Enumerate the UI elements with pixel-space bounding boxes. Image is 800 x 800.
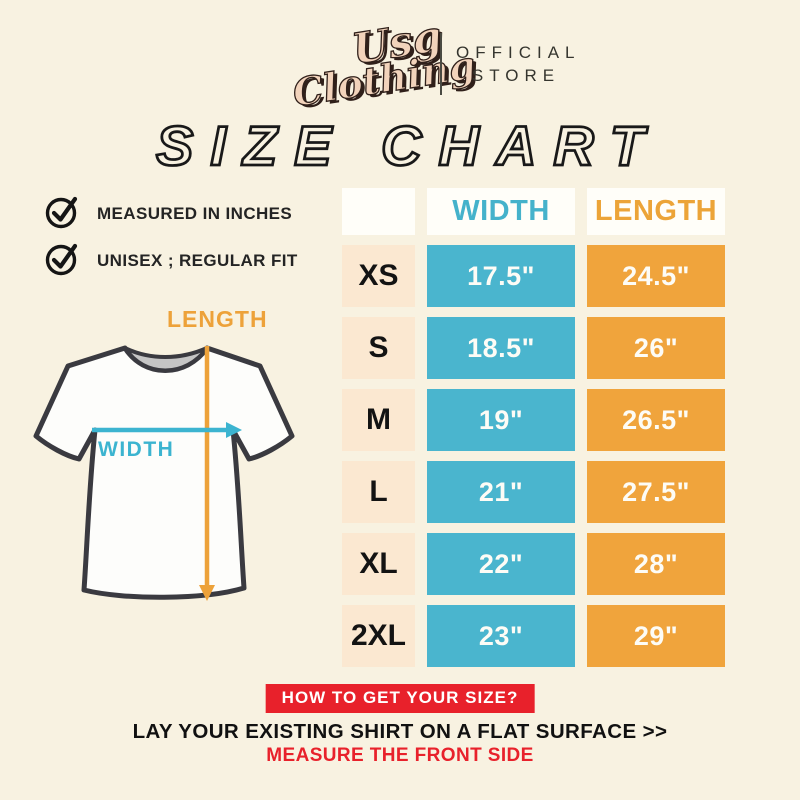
length-value-xl: 28" (587, 533, 725, 595)
size-label-2xl: 2XL (342, 605, 415, 667)
size-label-xs: XS (342, 245, 415, 307)
width-value-l: 21" (427, 461, 575, 523)
length-value-l: 27.5" (587, 461, 725, 523)
length-value-s: 26" (587, 317, 725, 379)
width-value-m: 19" (427, 389, 575, 451)
column-header-width: WIDTH (427, 188, 575, 235)
how-to-banner: HOW TO GET YOUR SIZE? (265, 684, 535, 713)
size-label-l: L (342, 461, 415, 523)
width-value-xl: 22" (427, 533, 575, 595)
check-icon (45, 196, 78, 229)
check-icon (45, 243, 78, 276)
official-store-line2: STORE (471, 66, 561, 85)
column-header-length: LENGTH (587, 188, 725, 235)
width-arrow (92, 422, 242, 438)
note-measured-in-inches: MEASURED IN INCHES (44, 194, 298, 230)
official-store-label: OFFICIAL STORE (456, 41, 576, 87)
width-value-s: 18.5" (427, 317, 575, 379)
notes-list: MEASURED IN INCHES UNISEX ; REGULAR FIT (44, 194, 298, 288)
width-value-xs: 17.5" (427, 245, 575, 307)
tshirt-illustration: WIDTH (33, 345, 295, 601)
width-label: WIDTH (98, 438, 174, 461)
brand-divider (440, 33, 442, 95)
instruction-line-1: LAY YOUR EXISTING SHIRT ON A FLAT SURFAC… (132, 720, 668, 743)
size-label-s: S (342, 317, 415, 379)
brand-logo: Usg Clothing (282, 10, 479, 116)
page-title: SIZE CHART (155, 113, 661, 179)
note-unisex-fit: UNISEX ; REGULAR FIT (44, 241, 298, 277)
size-label-xl: XL (342, 533, 415, 595)
table-corner-cell (342, 188, 415, 235)
length-arrow (199, 346, 215, 601)
length-value-2xl: 29" (587, 605, 725, 667)
note-label: MEASURED IN INCHES (97, 204, 293, 223)
note-label: UNISEX ; REGULAR FIT (97, 251, 298, 270)
official-store-line1: OFFICIAL (456, 43, 581, 62)
length-value-xs: 24.5" (587, 245, 725, 307)
tshirt-outline (33, 345, 295, 600)
width-value-2xl: 23" (427, 605, 575, 667)
instruction-line-2: MEASURE THE FRONT SIDE (266, 745, 534, 766)
length-value-m: 26.5" (587, 389, 725, 451)
size-label-m: M (342, 389, 415, 451)
length-label: LENGTH (167, 306, 268, 332)
size-table: WIDTH LENGTH XS 17.5" 24.5" S 18.5" 26" … (342, 188, 725, 667)
